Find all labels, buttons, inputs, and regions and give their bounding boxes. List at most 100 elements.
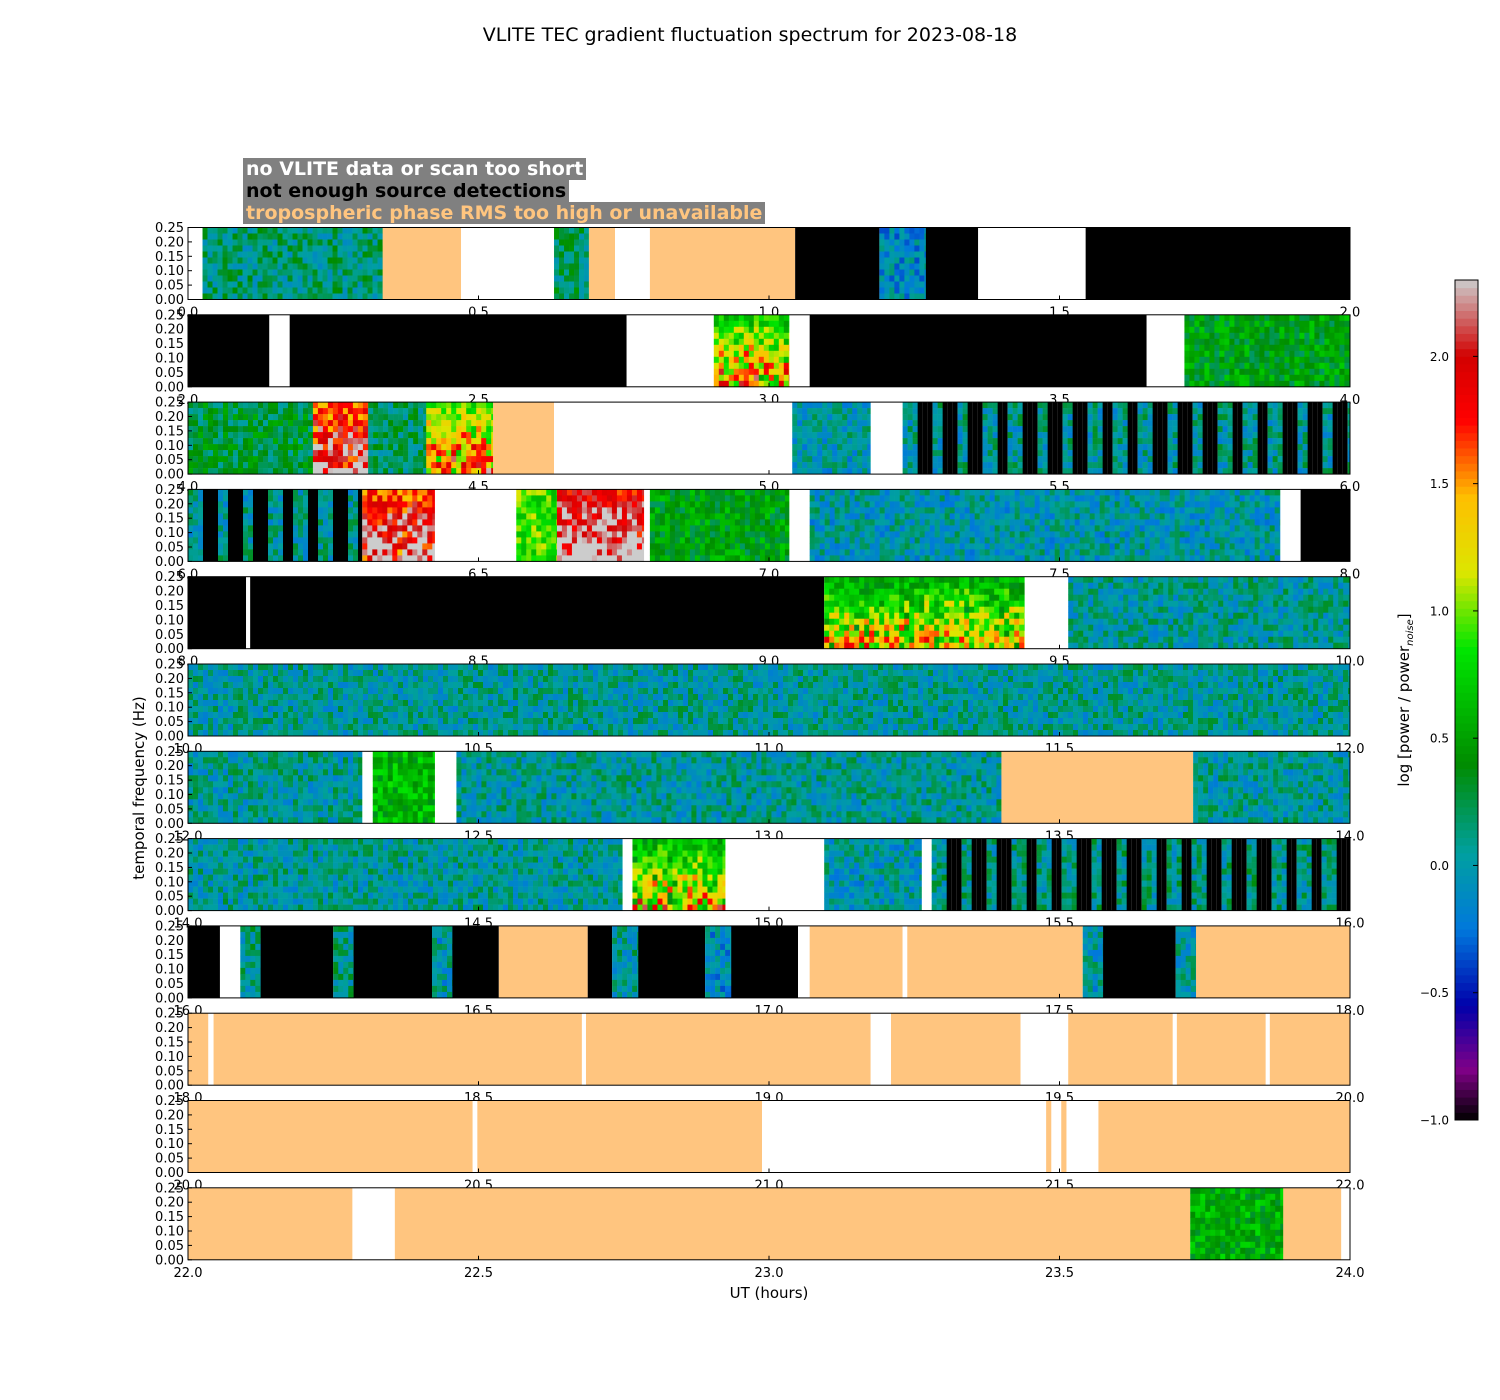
panel-4: 0.000.050.100.150.200.256.0 6.5 7.0 7.5 8.0 bbox=[155, 483, 1360, 583]
heat-cell bbox=[1279, 380, 1285, 388]
heat-cell bbox=[819, 519, 825, 526]
heat-cell bbox=[1019, 531, 1025, 538]
heat-cell bbox=[937, 456, 943, 463]
heat-cell bbox=[586, 525, 593, 532]
stripe-few-sources bbox=[1207, 402, 1213, 475]
heat-cell bbox=[521, 543, 527, 550]
heat-cell bbox=[1327, 462, 1333, 469]
heat-cell bbox=[1194, 350, 1200, 358]
heat-cell bbox=[1197, 420, 1203, 427]
heat-cell bbox=[1062, 438, 1068, 445]
heat-cell bbox=[852, 420, 858, 427]
heat-cell bbox=[689, 489, 696, 496]
heat-cell bbox=[1219, 537, 1225, 544]
heat-cell bbox=[327, 233, 333, 240]
heat-cell bbox=[347, 444, 354, 451]
heat-cell bbox=[569, 269, 575, 276]
heat-cell bbox=[763, 344, 770, 352]
heat-cell bbox=[559, 233, 565, 240]
segment-data bbox=[368, 402, 427, 475]
heat-cell bbox=[193, 450, 199, 457]
heat-cell bbox=[768, 368, 775, 376]
heat-cell bbox=[631, 507, 638, 514]
heat-cell bbox=[397, 519, 403, 526]
heat-cell bbox=[287, 239, 293, 246]
heat-cell bbox=[1149, 525, 1155, 532]
heat-cell bbox=[1089, 501, 1095, 508]
heat-cell bbox=[352, 462, 359, 469]
heat-cell bbox=[372, 251, 378, 258]
heat-cell bbox=[232, 251, 238, 258]
heat-cell bbox=[397, 507, 403, 514]
heat-cell bbox=[232, 233, 238, 240]
heat-cell bbox=[734, 507, 741, 514]
heat-cell bbox=[1289, 314, 1295, 322]
heat-cell bbox=[352, 245, 358, 252]
heat-cell bbox=[287, 251, 293, 258]
heat-cell bbox=[277, 227, 283, 234]
heat-cell bbox=[283, 468, 289, 475]
heat-cell bbox=[1062, 432, 1068, 439]
heat-cell bbox=[232, 227, 238, 234]
heat-cell bbox=[546, 531, 552, 538]
heat-cell bbox=[621, 531, 628, 538]
heat-cell bbox=[718, 326, 725, 334]
heat-cell bbox=[626, 549, 633, 556]
heat-cell bbox=[1347, 420, 1351, 427]
heat-cell bbox=[723, 326, 730, 334]
heat-cell bbox=[267, 293, 273, 300]
heat-cell bbox=[1297, 426, 1303, 433]
heat-cell bbox=[1119, 537, 1125, 544]
heat-cell bbox=[551, 531, 557, 538]
heat-cell bbox=[423, 420, 427, 427]
heat-cell bbox=[992, 438, 998, 445]
heat-cell bbox=[388, 450, 394, 457]
heat-cell bbox=[373, 468, 379, 475]
heat-cell bbox=[1277, 450, 1283, 457]
heat-cell bbox=[733, 356, 740, 364]
heat-cell bbox=[564, 275, 570, 282]
heat-cell bbox=[1229, 374, 1235, 382]
heat-cell bbox=[738, 326, 745, 334]
heat-cell bbox=[889, 287, 895, 294]
heat-cell bbox=[382, 501, 388, 508]
heat-cell bbox=[1064, 537, 1070, 544]
heat-cell bbox=[1249, 374, 1255, 382]
heat-cell bbox=[902, 408, 908, 415]
heat-cell bbox=[579, 281, 585, 288]
heat-cell bbox=[814, 507, 820, 514]
heat-cell bbox=[1004, 537, 1010, 544]
heat-cell bbox=[606, 489, 613, 496]
heat-cell bbox=[308, 438, 314, 445]
heat-cell bbox=[1007, 402, 1013, 409]
heat-cell bbox=[322, 233, 328, 240]
heat-cell bbox=[778, 314, 785, 322]
heat-cell bbox=[754, 495, 761, 502]
heat-cell bbox=[342, 245, 348, 252]
heat-cell bbox=[1159, 549, 1165, 556]
heat-cell bbox=[783, 314, 790, 322]
heat-cell bbox=[188, 549, 194, 556]
heat-cell bbox=[1109, 507, 1115, 514]
heat-cell bbox=[1084, 507, 1090, 514]
heat-cell bbox=[1274, 356, 1280, 364]
heat-cell bbox=[564, 293, 570, 300]
heat-cell bbox=[1164, 549, 1170, 556]
heat-cell bbox=[869, 513, 875, 520]
heat-cell bbox=[1159, 507, 1165, 514]
heat-cell bbox=[884, 281, 890, 288]
heat-cell bbox=[909, 489, 915, 496]
heat-cell bbox=[203, 408, 209, 415]
heat-cell bbox=[551, 489, 557, 496]
heat-cell bbox=[773, 356, 780, 364]
heat-cell bbox=[949, 525, 955, 532]
heat-cell bbox=[924, 287, 927, 294]
heat-cell bbox=[327, 450, 334, 457]
heat-cell bbox=[641, 513, 645, 520]
heat-cell bbox=[992, 432, 998, 439]
heat-cell bbox=[962, 468, 968, 475]
heat-cell bbox=[1039, 495, 1045, 502]
heat-cell bbox=[1169, 549, 1175, 556]
heat-cell bbox=[328, 489, 334, 496]
segment-tropo bbox=[493, 402, 555, 475]
